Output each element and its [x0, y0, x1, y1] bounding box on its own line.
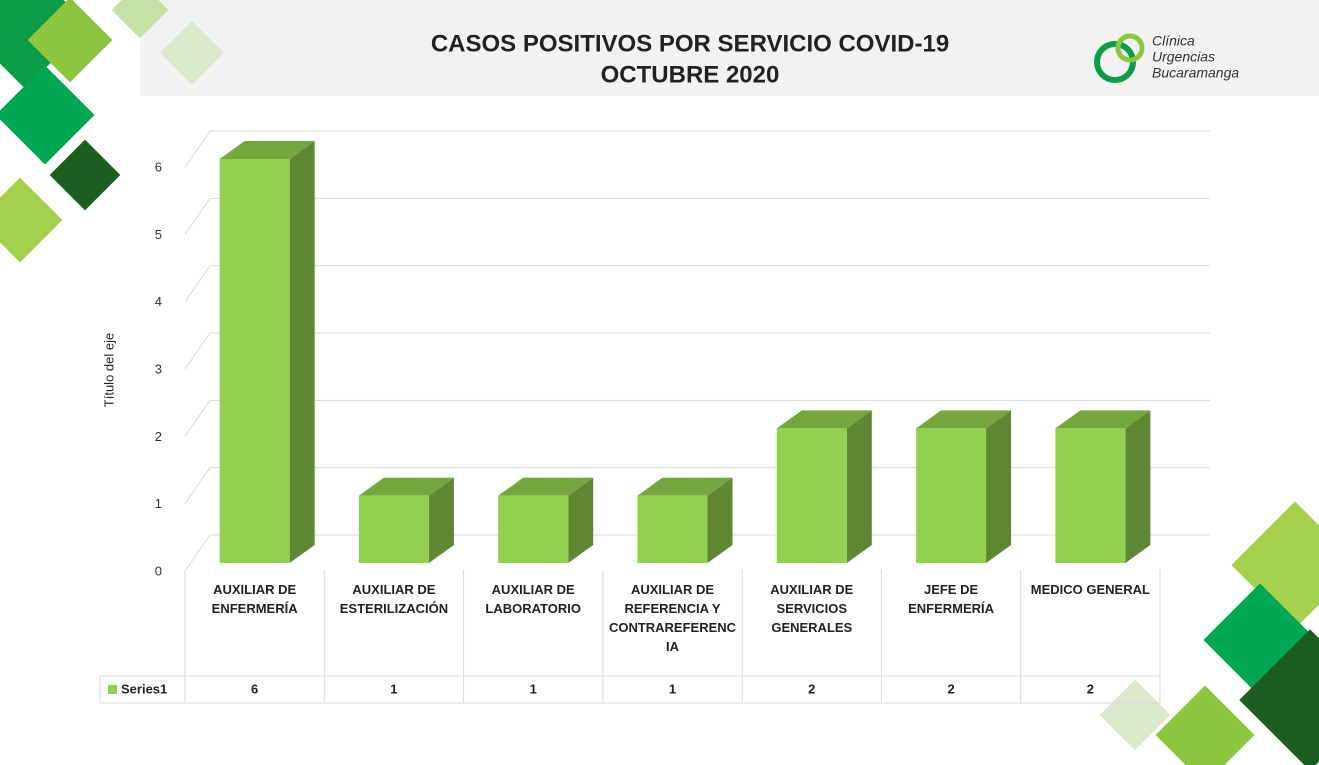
bar-top	[358, 477, 454, 496]
table-value: 2	[947, 681, 954, 696]
legend-swatch	[108, 685, 117, 694]
grid-line	[184, 265, 211, 302]
bar-top	[637, 477, 733, 496]
grid-line	[184, 198, 211, 235]
logo-mark	[1115, 33, 1145, 63]
bar-side	[289, 141, 315, 563]
table-value: 2	[808, 681, 815, 696]
y-tick-label: 3	[155, 361, 162, 376]
bar-top	[498, 477, 594, 496]
x-tick-label: AUXILIAR DE ESTERILIZACIÓN	[339, 582, 449, 616]
grid-line	[184, 467, 211, 504]
x-tick-label: AUXILIAR DE LABORATORIO	[485, 582, 581, 616]
bar-side	[1125, 410, 1151, 563]
y-tick-label: 6	[155, 159, 162, 174]
logo: Clínica Urgencias Bucaramanga	[1094, 33, 1239, 83]
x-tick-label: AUXILIAR DE SERVICIOS GENERALES	[770, 582, 854, 635]
x-tick-label: MEDICO GENERAL	[1030, 582, 1150, 597]
bar	[358, 495, 429, 563]
logo-text: Clínica	[1152, 33, 1195, 49]
x-tick-label: JEFE DE ENFERMERÍA	[908, 582, 995, 616]
bar	[498, 495, 569, 563]
table-value: 6	[251, 681, 258, 696]
bar-side	[568, 477, 594, 563]
table-value: 1	[530, 681, 537, 696]
bar-side	[428, 477, 454, 563]
legend-label: Series1	[121, 681, 167, 696]
logo-text: Bucaramanga	[1152, 65, 1239, 81]
bar-top	[1055, 410, 1151, 429]
y-tick-label: 0	[155, 563, 162, 578]
bar	[637, 495, 708, 563]
bar	[1055, 428, 1126, 563]
bar-side	[846, 410, 872, 563]
y-tick-label: 5	[155, 227, 162, 242]
bar-side	[986, 410, 1012, 563]
y-tick-label: 2	[155, 429, 162, 444]
grid-line	[184, 400, 211, 437]
chart-subtitle: OCTUBRE 2020	[601, 61, 780, 88]
bar-top	[776, 410, 872, 429]
bar-top	[219, 141, 315, 159]
bar	[776, 428, 847, 563]
x-tick-label: AUXILIAR DE REFERENCIA Y CONTRAREFERENCI…	[608, 582, 737, 654]
y-tick-label: 1	[155, 496, 162, 511]
y-tick-label: 4	[155, 294, 162, 309]
chart-title: CASOS POSITIVOS POR SERVICIO COVID-19	[431, 30, 949, 57]
grid-line	[184, 332, 211, 370]
table-value: 1	[390, 681, 397, 696]
bar-top	[916, 410, 1012, 429]
table-value: 1	[669, 681, 676, 696]
bar-side	[707, 477, 733, 563]
y-axis-title: Título del eje	[101, 333, 116, 407]
table-value: 2	[1087, 681, 1094, 696]
x-tick-label: AUXILIAR DE ENFERMERÍA	[211, 582, 298, 616]
bar	[219, 159, 290, 563]
grid-line	[184, 130, 211, 168]
logo-text: Urgencias	[1152, 49, 1215, 65]
bar	[916, 428, 987, 563]
grid-line	[184, 534, 211, 572]
